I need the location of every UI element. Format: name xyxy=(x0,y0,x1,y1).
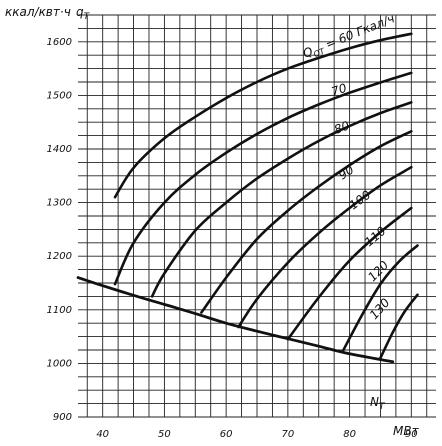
y-tick-label: 1500 xyxy=(47,90,72,101)
x-axis-label: NT xyxy=(370,395,386,412)
x-axis-subscript: T xyxy=(379,402,386,412)
envelope-curve xyxy=(76,276,395,364)
series-curve-120 xyxy=(342,244,419,352)
y-tick-label: 1100 xyxy=(47,305,72,316)
ticks: 40 50 60 70 80 90 900 1000 1100 1200 1300 1400 1500 1… xyxy=(47,37,418,440)
y-tick-label: 1200 xyxy=(47,251,72,262)
y-tick-label: 900 xyxy=(53,412,72,423)
y-tick-label: 1600 xyxy=(47,37,72,48)
series-label-subscript: OT xyxy=(312,46,327,59)
series-curve-80 xyxy=(150,101,413,298)
series-curve-70 xyxy=(113,71,413,286)
series-label: 80 xyxy=(332,118,351,137)
y-tick-label: 1400 xyxy=(47,144,72,155)
series-label: 70 xyxy=(330,81,349,99)
series-curve-130 xyxy=(379,293,419,360)
y-axis-unit: ккал/квт·ч xyxy=(5,5,71,19)
x-tick-label: 70 xyxy=(281,429,294,440)
series-curve-90 xyxy=(200,130,413,314)
series-curve-110 xyxy=(286,206,413,341)
x-tick-label: 80 xyxy=(343,429,356,440)
series-curve-q-ot-60- xyxy=(113,32,413,199)
x-axis-unit: МВт xyxy=(393,424,420,438)
series-curve-100 xyxy=(237,165,413,329)
y-axis-label: qT xyxy=(76,5,91,22)
x-tick-label: 60 xyxy=(220,429,233,440)
curves xyxy=(113,32,419,360)
y-tick-label: 1000 xyxy=(47,358,72,369)
x-axis-symbol: N xyxy=(370,395,379,409)
envelope-layer xyxy=(76,276,395,364)
x-tick-label: 50 xyxy=(158,429,171,440)
y-axis-symbol: q xyxy=(76,5,84,19)
y-axis-subscript: T xyxy=(84,12,91,22)
x-tick-label: 40 xyxy=(96,429,109,440)
x-tick-label: 90 xyxy=(405,429,418,440)
y-tick-label: 1300 xyxy=(47,198,72,209)
